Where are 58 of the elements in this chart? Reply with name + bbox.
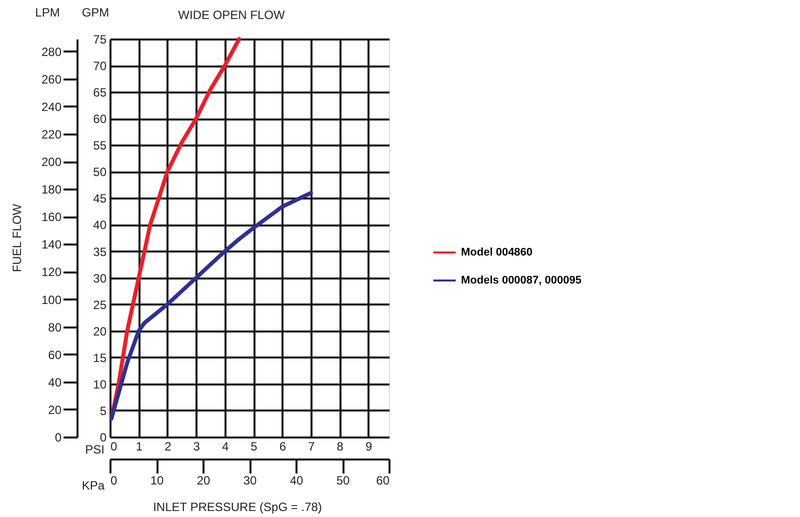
y2-tick-label: 220	[41, 128, 62, 142]
y-tick-label: 10	[93, 377, 107, 392]
x2-tick-label: 50	[336, 474, 350, 488]
text: FUEL FLOW	[10, 203, 24, 272]
y2-tick-label: 40	[48, 375, 62, 390]
legend-label: Model 004860	[461, 246, 533, 258]
x2-axis-title: KPa	[82, 478, 105, 492]
y-tick-label: 30	[93, 271, 107, 286]
y2-tick-label: 120	[41, 265, 62, 280]
y-tick-label: 15	[93, 350, 107, 365]
x-tick-label: 5	[250, 440, 258, 454]
y2-tick-label: 260	[41, 72, 62, 86]
y2-tick-label: 140	[41, 238, 62, 252]
x-tick-label: 7	[308, 440, 316, 454]
x-tick-label: 8	[336, 440, 344, 454]
y2-tick-label: 160	[41, 210, 62, 224]
y-tick-label: 70	[93, 59, 107, 74]
x-tick-label: 4	[222, 440, 229, 454]
y2-axis-title: LPM	[35, 6, 60, 20]
chart-title: WIDE OPEN FLOW	[178, 8, 286, 22]
x2-tick-label: 10	[150, 474, 164, 488]
x-tick-label: 0	[110, 440, 118, 454]
x2-tick-label: 20	[196, 474, 210, 488]
x-tick-label: 6	[279, 440, 286, 454]
y-tick-label: 5	[100, 404, 107, 418]
text: INLET PRESSURE (SpG = .78)	[153, 500, 322, 514]
y-tick-label: 20	[93, 324, 107, 338]
y-tick-label: 0	[100, 430, 107, 444]
y-tick-label: 45	[93, 192, 107, 206]
y2-tick-label: 60	[48, 348, 62, 362]
y2-tick-label: 100	[41, 292, 62, 307]
y2-tick-label: 20	[48, 402, 62, 417]
y-tick-label: 35	[93, 244, 107, 259]
x2-tick-label: 60	[376, 474, 390, 488]
y-tick-label: 65	[93, 86, 107, 100]
x-tick-label: 1	[136, 440, 143, 454]
y-tick-label: 60	[93, 112, 107, 126]
y2-tick-label: 80	[48, 320, 62, 334]
legend-label: Models 000087, 000095	[461, 274, 582, 286]
y2-tick-label: 0	[54, 430, 62, 444]
y-tick-label: 55	[93, 138, 107, 153]
y-axis-title: GPM	[82, 6, 110, 20]
y-tick-label: 40	[93, 218, 107, 232]
y2-tick-label: 280	[41, 44, 62, 59]
y-tick-label: 25	[93, 298, 107, 312]
y2-tick-label: 200	[41, 155, 62, 170]
x-axis-title: PSI	[85, 442, 104, 456]
x-tick-label: 2	[164, 440, 172, 454]
y-tick-label: 50	[93, 165, 107, 180]
x-tick-label: 9	[365, 440, 372, 454]
y-tick-label: 75	[93, 32, 107, 46]
y2-tick-label: 180	[41, 182, 62, 197]
x2-tick-label: 40	[290, 474, 304, 488]
y2-tick-label: 240	[41, 100, 62, 114]
x2-tick-label: 0	[110, 474, 118, 488]
x2-tick-label: 30	[243, 474, 257, 488]
line-series	[109, 190, 313, 420]
x-tick-label: 3	[193, 440, 200, 454]
